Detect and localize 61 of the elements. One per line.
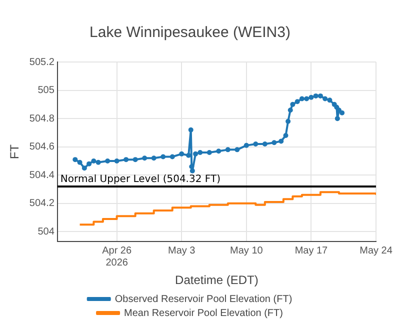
point <box>313 93 318 98</box>
y-tick-label: 504.8 <box>29 113 55 124</box>
point <box>299 96 304 102</box>
point <box>132 157 138 162</box>
ref-line-label: Normal Upper Level (504.32 FT) <box>60 174 221 186</box>
y-axis-title: FT <box>8 144 22 160</box>
point <box>198 150 203 156</box>
x-tick-label: May 24 <box>360 245 393 256</box>
point <box>290 102 296 107</box>
point <box>340 110 345 116</box>
x-tick-label: Apr 26 2026 <box>102 245 132 268</box>
y-tick-label: 504.2 <box>29 198 55 210</box>
point <box>190 168 195 174</box>
point <box>193 151 198 156</box>
point <box>124 157 129 162</box>
y-tick-label: 505 <box>38 85 55 96</box>
point <box>334 116 340 122</box>
point <box>96 160 101 165</box>
point <box>170 154 175 160</box>
point <box>160 154 166 160</box>
y-tick-label: 505.2 <box>29 56 55 68</box>
point <box>322 96 328 102</box>
point <box>216 148 222 154</box>
point <box>179 151 184 156</box>
point <box>327 98 332 103</box>
point <box>304 96 310 102</box>
point <box>253 142 258 147</box>
y-tick-label: 504 <box>38 226 55 238</box>
point <box>91 158 96 164</box>
point <box>114 158 120 164</box>
x-tick-label: May 3 <box>168 245 196 256</box>
point <box>294 99 300 104</box>
y-tick-label: 504.4 <box>29 170 55 181</box>
x-axis-title: Datetime (EDT) <box>175 273 258 288</box>
y-tick-label: 504.6 <box>29 142 55 153</box>
x-tick-label: May 10 <box>230 245 264 256</box>
point <box>188 127 194 132</box>
legend-label: Observed Reservoir Pool Elevation (FT) <box>114 294 292 305</box>
point <box>72 157 78 162</box>
point <box>151 156 156 161</box>
legend-label: Mean Reservoir Pool Elevation (FT) <box>124 308 283 319</box>
point <box>142 156 148 161</box>
point <box>206 150 212 156</box>
point <box>286 118 291 124</box>
point <box>278 138 284 144</box>
point <box>272 140 277 146</box>
point <box>105 158 110 164</box>
point <box>225 147 230 152</box>
point <box>234 147 240 152</box>
point <box>288 108 293 113</box>
point <box>308 94 314 100</box>
point <box>189 164 194 170</box>
point <box>283 133 288 138</box>
point <box>86 161 92 166</box>
point <box>244 142 249 148</box>
point <box>77 160 82 165</box>
chart-title: Lake Winnipesaukee (WEIN3) <box>90 24 290 42</box>
point <box>82 166 87 171</box>
x-tick-label: May 17 <box>294 245 328 256</box>
point <box>262 142 268 147</box>
point <box>318 93 323 98</box>
